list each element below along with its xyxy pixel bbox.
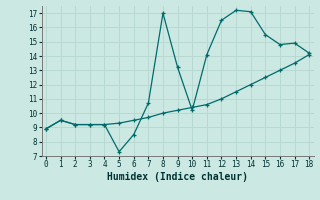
X-axis label: Humidex (Indice chaleur): Humidex (Indice chaleur) — [107, 172, 248, 182]
